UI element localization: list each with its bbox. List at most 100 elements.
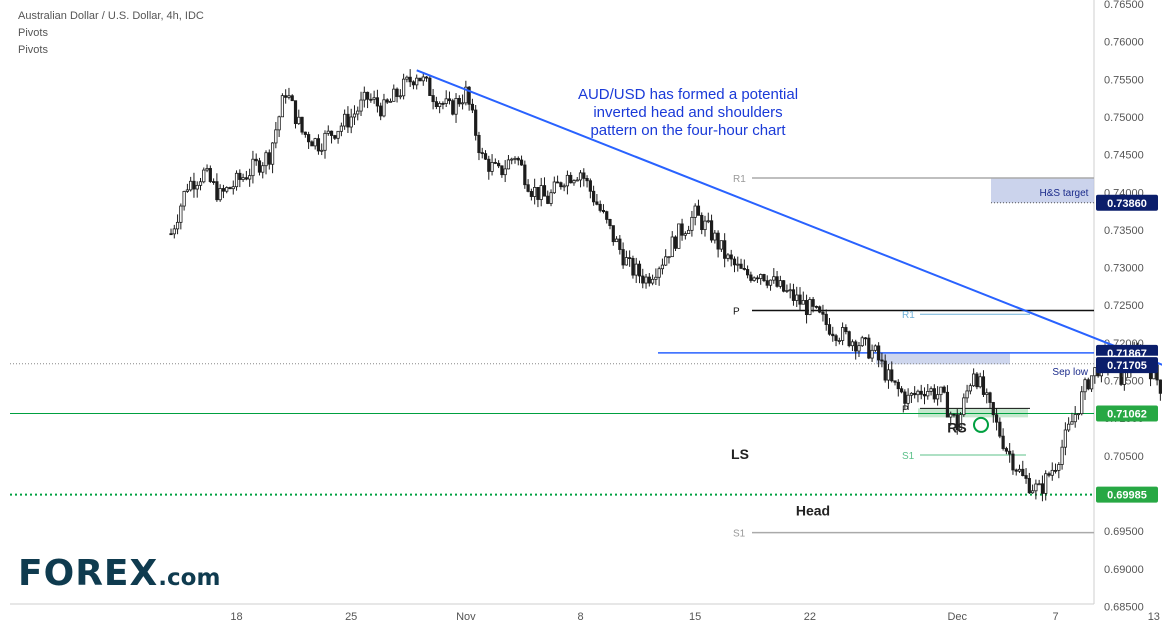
candle: [824, 313, 828, 325]
candle: [667, 256, 671, 259]
candle: [205, 168, 209, 171]
candle: [834, 335, 838, 341]
candle: [896, 381, 900, 390]
candle: [1070, 421, 1074, 425]
candle: [280, 95, 285, 118]
y-tick-label: 0.73500: [1104, 225, 1144, 237]
candle: [736, 263, 740, 266]
candle: [975, 373, 979, 388]
candle: [402, 78, 406, 97]
sep-low-label: Sep low: [1052, 367, 1088, 378]
candle: [608, 219, 612, 227]
candle: [762, 274, 766, 282]
candle: [179, 205, 183, 223]
candle: [962, 397, 966, 416]
candle: [1050, 469, 1054, 476]
candle: [660, 264, 665, 270]
candle: [228, 187, 232, 190]
candle: [284, 95, 288, 98]
candle: [1011, 453, 1015, 471]
candle: [782, 280, 786, 292]
candle: [503, 168, 507, 176]
candle: [772, 276, 776, 281]
candle: [582, 172, 586, 179]
candle: [860, 337, 864, 347]
candle: [745, 269, 750, 276]
candle: [719, 240, 723, 250]
candle: [664, 256, 668, 266]
candle: [811, 299, 815, 307]
x-tick-label: 18: [230, 611, 242, 623]
weekly-s1-label: S1: [902, 451, 915, 462]
price-badge-label: 0.73860: [1107, 198, 1147, 210]
candle: [729, 254, 733, 260]
support-zone: [918, 408, 1028, 418]
pivot-p-label: P: [733, 306, 740, 317]
candle: [621, 249, 625, 266]
candle: [526, 184, 530, 192]
candle: [775, 276, 779, 287]
candle: [359, 99, 363, 112]
candle: [251, 158, 255, 177]
candle: [421, 76, 425, 82]
candle: [605, 211, 609, 220]
candle: [841, 327, 845, 341]
candle: [847, 331, 851, 347]
candle: [1017, 468, 1022, 472]
candle: [700, 214, 704, 231]
candle: [932, 388, 936, 400]
candle: [336, 130, 340, 139]
chart-annotation: AUD/USD has formed a potential: [578, 86, 798, 103]
candle: [431, 95, 435, 103]
candle: [1008, 450, 1012, 455]
candle: [182, 191, 186, 207]
candle: [411, 81, 416, 86]
candle: [562, 185, 566, 188]
candle: [965, 390, 969, 399]
candle: [529, 191, 533, 197]
candle: [323, 132, 327, 151]
candle: [513, 157, 517, 160]
candle: [831, 333, 835, 337]
candle: [451, 100, 455, 115]
candle: [569, 174, 573, 184]
candle: [637, 263, 642, 277]
candle: [926, 391, 930, 397]
x-tick-label: 7: [1052, 611, 1058, 623]
candle: [1080, 391, 1084, 415]
candle: [854, 341, 858, 352]
candle: [238, 172, 242, 180]
candle: [326, 130, 330, 134]
candle: [752, 277, 756, 281]
candle: [749, 274, 753, 281]
x-tick-label: 25: [345, 611, 357, 623]
candle: [169, 233, 173, 236]
candle: [755, 277, 760, 280]
indicator-label-1: Pivots: [18, 27, 48, 39]
candle: [362, 91, 366, 101]
chart-title: Australian Dollar / U.S. Dollar, 4h, IDC: [18, 10, 204, 22]
candle: [356, 110, 360, 115]
candle: [1076, 413, 1081, 416]
candle: [333, 135, 337, 139]
candle: [703, 220, 707, 231]
candle: [690, 216, 694, 231]
x-tick-label: Nov: [456, 611, 476, 623]
candle: [913, 392, 917, 396]
candle: [693, 205, 697, 218]
candle: [1089, 375, 1094, 390]
candle: [375, 97, 380, 107]
candle: [713, 232, 717, 241]
candle: [624, 257, 628, 266]
candle: [552, 181, 556, 194]
candle: [257, 160, 262, 173]
candle: [998, 421, 1002, 437]
candle: [533, 187, 537, 197]
candle: [392, 88, 396, 102]
candle: [804, 300, 809, 316]
candle: [418, 77, 422, 82]
candle: [480, 152, 484, 155]
candle: [395, 88, 399, 97]
candle: [687, 229, 691, 234]
